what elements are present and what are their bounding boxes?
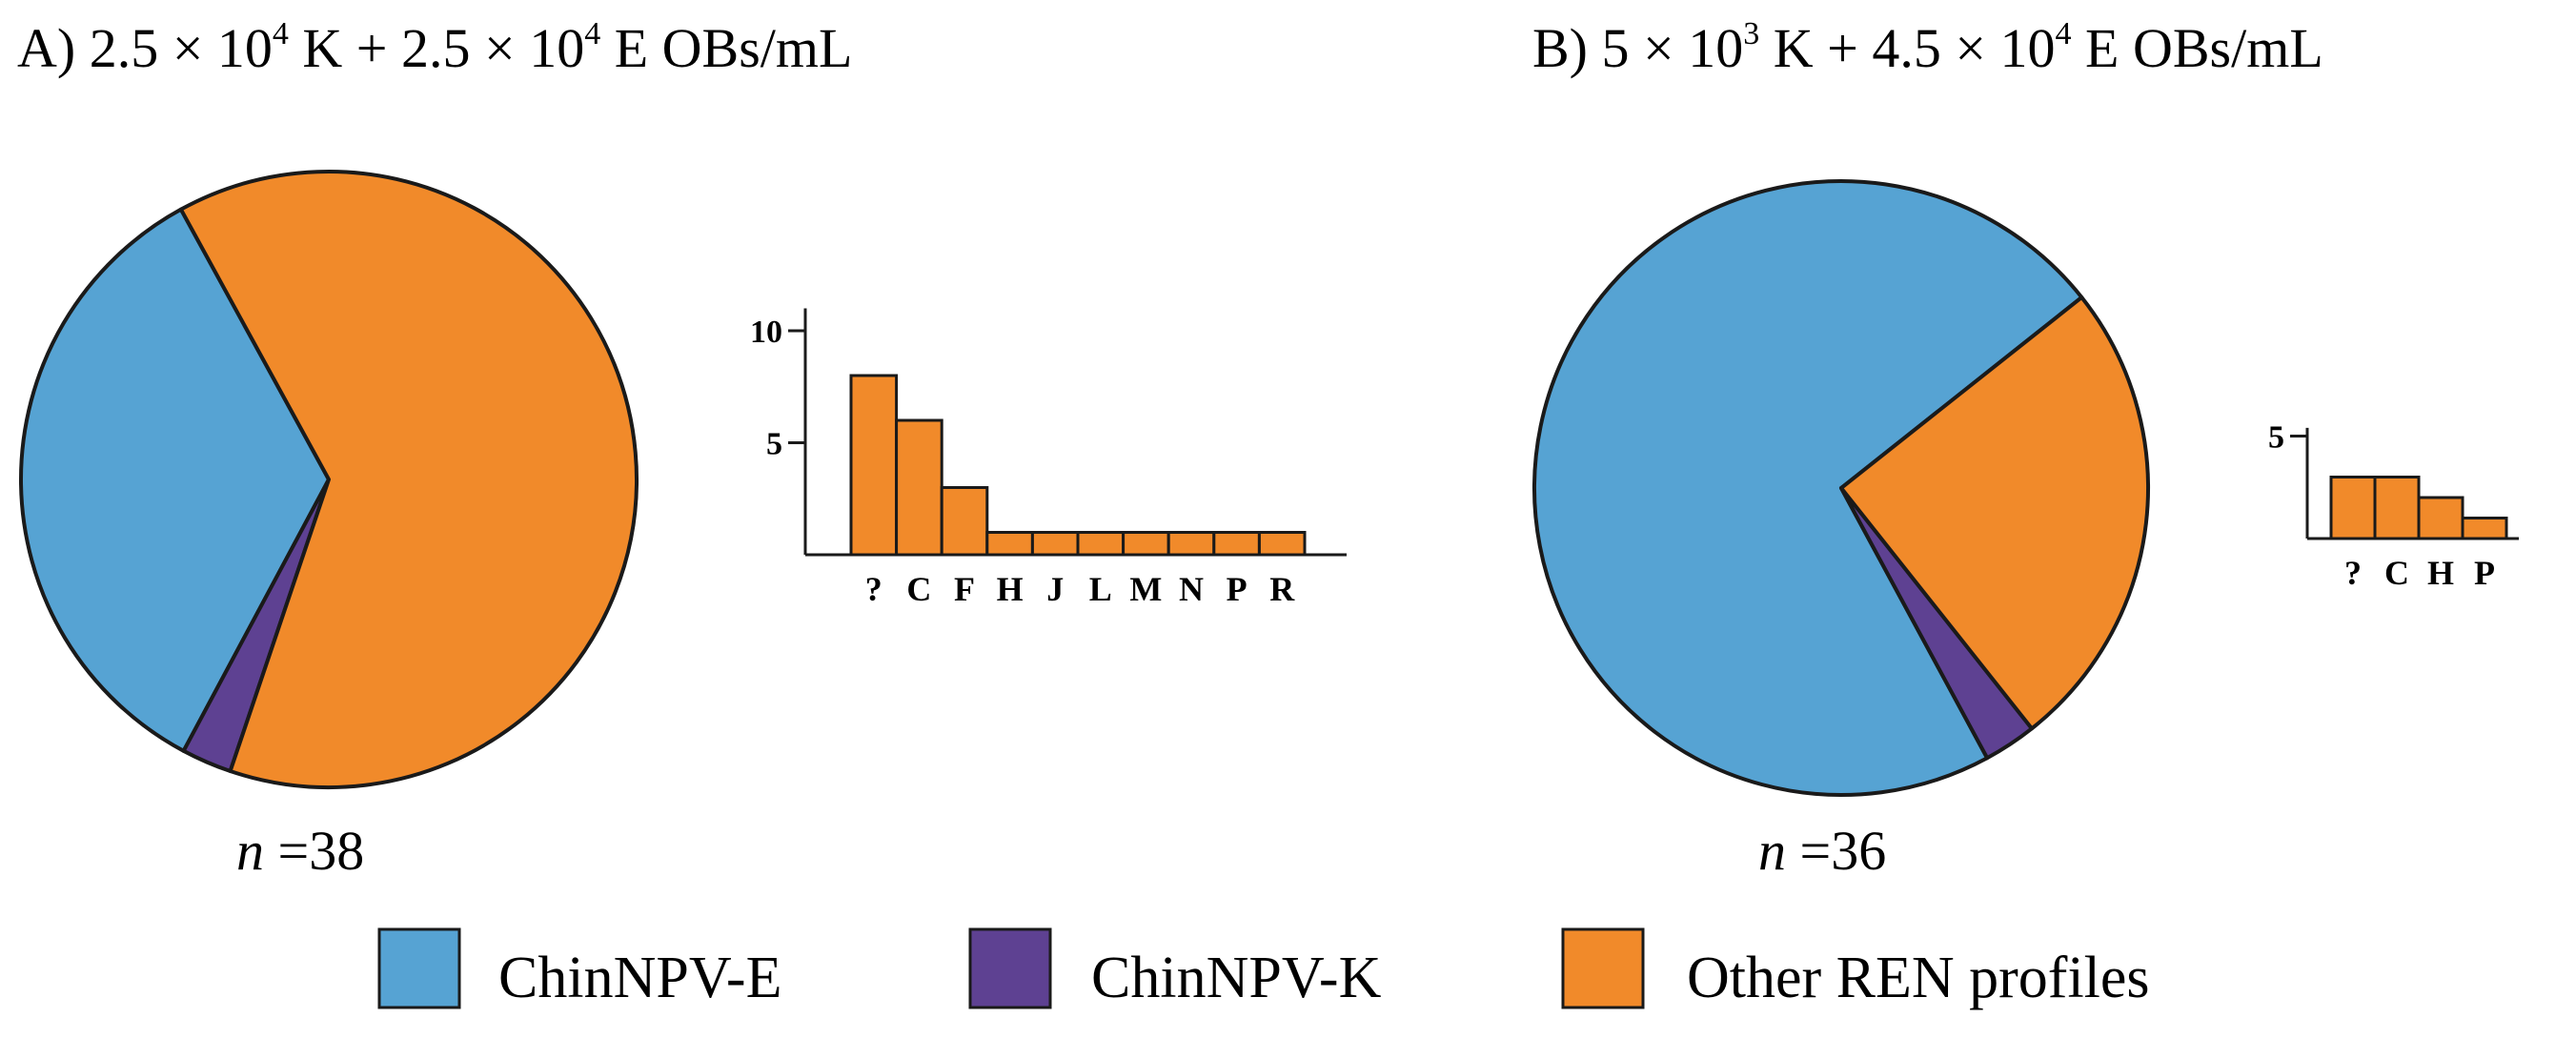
pie-b-slice-other-ren-profiles: [1839, 295, 2150, 731]
inset-bar-chart-a: 5 10? C F H J L M N P R: [750, 308, 1347, 608]
inset-a-x-tick-label: H: [997, 570, 1024, 608]
inset-a-bar: [940, 486, 989, 557]
pie-b-slice-chinnpv-e: [1532, 179, 2084, 797]
inset-b-x-tick-label: H: [2427, 554, 2454, 592]
pie-chart-a: [19, 170, 639, 790]
inset-b-bar: [2461, 517, 2508, 540]
inset-a-x-tick-label: L: [1089, 570, 1112, 608]
panel-a-title: A) 2.5 × 104 K + 2.5 × 104 E OBs/mL: [17, 16, 852, 79]
legend-swatch-other-ren-profiles: [1561, 927, 1645, 1009]
inset-a-bar: [1030, 531, 1080, 557]
inset-a-bar: [895, 418, 943, 557]
inset-b-bar: [2373, 476, 2421, 540]
inset-a-x-tick-label: M: [1129, 570, 1162, 608]
n-label-a: n =38: [236, 820, 364, 882]
legend: ChinNPV-E ChinNPV-K Other REN profiles: [377, 927, 2150, 1010]
inset-b-x-tick-label: ?: [2344, 554, 2362, 592]
inset-a-bar: [1122, 531, 1170, 557]
inset-a-bar: [1076, 531, 1126, 557]
inset-a-bar: [1212, 531, 1261, 557]
inset-a-bar: [849, 374, 899, 557]
inset-a-bar: [1257, 531, 1307, 557]
inset-b-bar: [2417, 496, 2464, 540]
legend-label-other-ren-profiles: Other REN profiles: [1687, 946, 2150, 1010]
inset-a-y-tick-label: 10: [750, 315, 782, 350]
n-label-b: n =36: [1758, 820, 1886, 882]
pie-a-slice-other-ren-profiles: [178, 170, 639, 790]
legend-label-chinnpv-k: ChinNPV-K: [1091, 946, 1382, 1010]
legend-swatch-chinnpv-e: [377, 927, 461, 1009]
inset-a-x-tick-label: R: [1269, 570, 1295, 608]
legend-swatch-chinnpv-k: [968, 927, 1052, 1009]
inset-b-x-tick-label: P: [2474, 554, 2495, 592]
inset-a-x-tick-label: ?: [865, 570, 882, 608]
inset-b-y-tick-label: 5: [2268, 420, 2284, 456]
inset-a-x-tick-label: C: [906, 570, 931, 608]
inset-a-y-tick-label: 5: [766, 427, 782, 462]
inset-a-x-tick-label: J: [1046, 570, 1064, 608]
inset-b-bar: [2329, 476, 2377, 540]
inset-b-x-tick-label: C: [2384, 554, 2409, 592]
panel-b-title: B) 5 × 103 K + 4.5 × 104 E OBs/mL: [1532, 16, 2323, 79]
inset-a-x-tick-label: P: [1227, 570, 1247, 608]
inset-a-bar: [1166, 531, 1216, 557]
inset-a-x-tick-label: N: [1179, 570, 1204, 608]
pie-a-slice-chinnpv-e: [19, 207, 331, 753]
legend-label-chinnpv-e: ChinNPV-E: [498, 946, 781, 1010]
pie-chart-b: [1532, 179, 2150, 797]
inset-a-bar: [985, 531, 1034, 557]
inset-bar-chart-b: 5? C H P: [2268, 420, 2519, 592]
inset-a-x-tick-label: F: [954, 570, 975, 608]
